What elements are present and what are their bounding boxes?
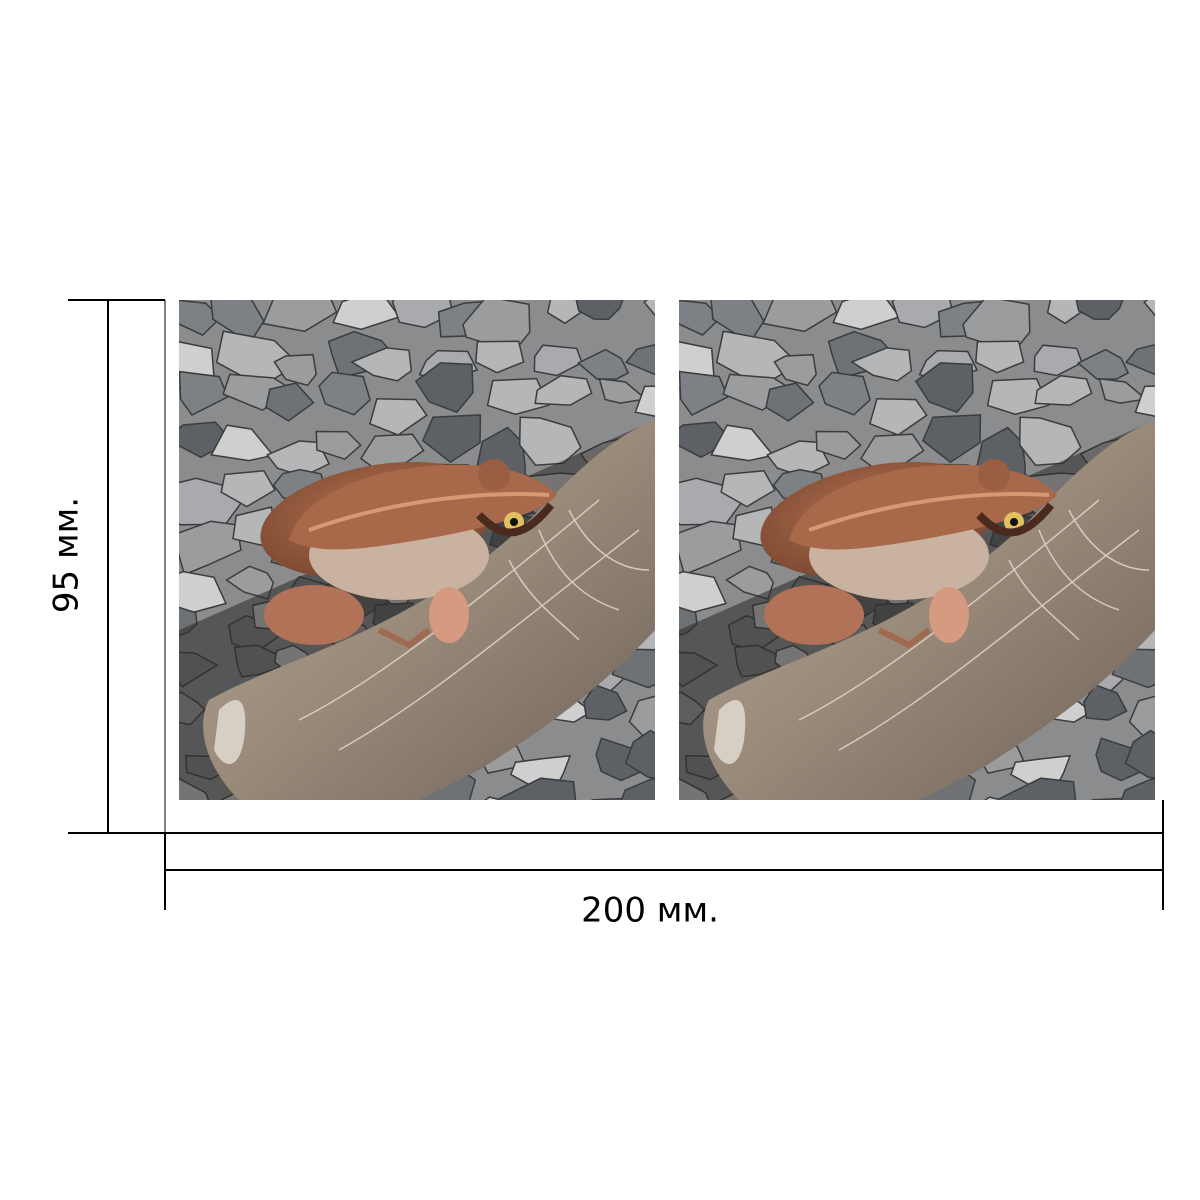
width-label: 200 мм.: [581, 891, 719, 931]
width-dimension: 200 мм.: [164, 800, 1164, 931]
product-photo: [146, 275, 701, 836]
product-photo: [646, 275, 1200, 836]
height-label: 95 мм.: [47, 497, 87, 613]
height-dimension: 95 мм.: [47, 299, 166, 834]
